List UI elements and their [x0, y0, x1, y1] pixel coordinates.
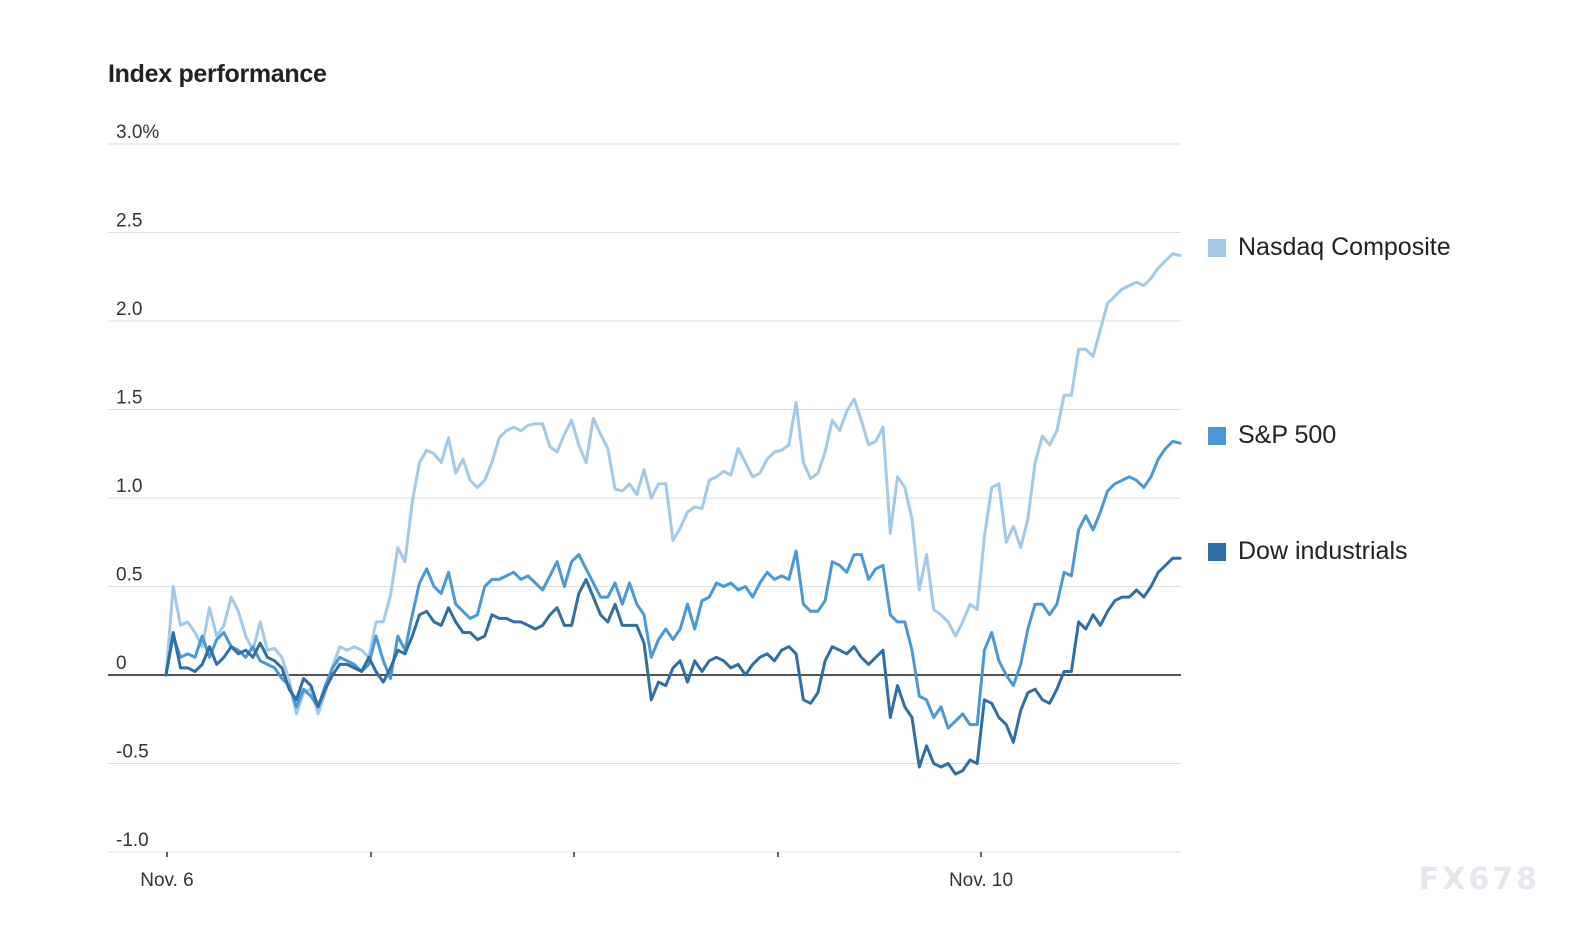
legend-swatch — [1208, 238, 1226, 257]
legend-item-sp500: S&P 500 — [1208, 421, 1336, 450]
legend-item-nasdaq: Nasdaq Composite — [1208, 233, 1451, 262]
y-tick-label: 0.5 — [116, 565, 142, 586]
y-tick-label: 2.5 — [116, 211, 142, 232]
y-tick-label: -0.5 — [116, 742, 149, 763]
watermark-logo: FX678 — [1418, 862, 1540, 897]
y-tick-label: 3.0% — [116, 122, 159, 143]
y-tick-label: 2.0 — [116, 299, 142, 320]
y-tick-label: -1.0 — [116, 830, 149, 851]
legend-label: Dow industrials — [1238, 537, 1408, 565]
y-tick-label: 0 — [116, 653, 127, 674]
series-lines — [164, 252, 1182, 776]
legend-label: S&P 500 — [1238, 421, 1337, 449]
legend-item-dow: Dow industrials — [1208, 537, 1408, 566]
series-line-dow-industrials — [164, 556, 1182, 776]
legend-label: Nasdaq Composite — [1238, 233, 1451, 261]
series-line-nasdaq-composite — [164, 252, 1182, 716]
y-tick-label: 1.5 — [116, 388, 142, 409]
x-axis: Nov. 6 Nov. 10 — [140, 852, 1013, 891]
x-tick-label: Nov. 10 — [949, 870, 1013, 891]
legend-swatch — [1208, 542, 1226, 561]
gridlines — [108, 143, 1181, 853]
y-tick-label: 1.0 — [116, 476, 142, 497]
chart-title: Index performance — [108, 60, 327, 88]
x-tick-label: Nov. 6 — [140, 870, 194, 891]
y-axis-labels: 3.0% 2.5 2.0 1.5 1.0 0.5 0 -0.5 -1.0 — [116, 122, 159, 851]
series-line-s-p-500 — [164, 439, 1182, 730]
legend-swatch — [1208, 426, 1226, 445]
